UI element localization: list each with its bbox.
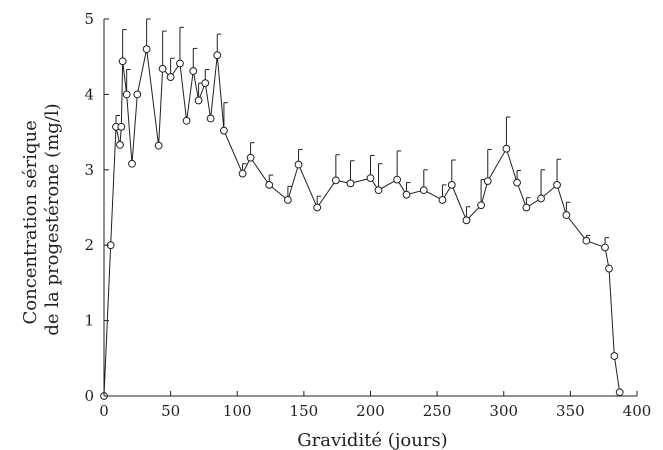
data-point — [610, 352, 619, 360]
data-point — [206, 114, 215, 123]
axes: 0 50 100 150 200 250 300 350 400 0 1 2 3 4 5 — [84, 10, 651, 420]
y-tick-label: 3 — [84, 161, 94, 179]
x-tick-label: 150 — [290, 402, 319, 420]
data-point — [294, 160, 303, 169]
data-point — [118, 57, 127, 66]
y-tick-label: 5 — [84, 10, 94, 28]
data-point — [601, 243, 609, 252]
data-point — [154, 141, 163, 150]
error-bar — [179, 26, 184, 64]
error-bar — [540, 169, 546, 199]
data-point — [116, 141, 124, 149]
data-point — [133, 90, 142, 99]
data-point — [462, 216, 471, 225]
data-point — [477, 201, 485, 210]
error-bar — [122, 29, 127, 62]
data-point — [562, 211, 571, 219]
error-bar — [556, 158, 562, 185]
data-point — [158, 64, 167, 73]
data-point — [447, 180, 456, 189]
data-point — [393, 175, 402, 184]
x-tick-label: 300 — [489, 402, 518, 420]
error-bar — [487, 148, 492, 182]
error-bar — [377, 163, 383, 191]
data-point — [128, 159, 136, 168]
data-point — [182, 116, 191, 125]
error-bar — [505, 116, 511, 149]
x-tick-label: 0 — [99, 402, 109, 420]
y-tick-label: 4 — [84, 85, 94, 103]
x-tick-label: 50 — [161, 402, 180, 420]
data-point — [582, 236, 591, 245]
x-tick-label: 350 — [556, 402, 585, 420]
x-axis-ticks: 0 50 100 150 200 250 300 350 400 — [99, 391, 651, 420]
data-point — [513, 178, 521, 187]
series-line — [103, 49, 621, 397]
x-tick-label: 200 — [356, 402, 385, 420]
data-point — [438, 196, 447, 204]
data-point — [483, 177, 492, 186]
error-bar — [162, 30, 167, 69]
error-bar — [223, 102, 228, 131]
data-point — [615, 388, 624, 397]
x-tick-label: 100 — [223, 402, 252, 420]
data-point — [122, 90, 131, 99]
data-point — [201, 79, 210, 87]
data-point — [313, 203, 322, 212]
data-point — [220, 126, 228, 135]
y-axis-ticks: 0 1 2 3 4 5 — [84, 10, 109, 405]
data-point — [374, 186, 383, 195]
data-point — [265, 180, 274, 189]
x-axis-label: Gravidité (jours) — [297, 430, 447, 450]
y-axis-label-line-2: de la progestérone (mg/l) — [42, 103, 63, 335]
x-tick-label: 400 — [623, 402, 652, 420]
error-bar — [126, 69, 131, 95]
data-point — [117, 122, 126, 131]
data-point — [346, 179, 355, 188]
data-point — [189, 67, 198, 75]
error-bar — [335, 154, 340, 181]
data-point — [419, 186, 428, 195]
error-bar — [451, 159, 456, 185]
x-tick-label: 250 — [423, 402, 452, 420]
data-point — [142, 45, 151, 54]
y-tick-label: 2 — [84, 236, 94, 254]
data-point — [283, 196, 292, 204]
error-bar — [396, 150, 402, 180]
data-point — [213, 51, 222, 60]
data-point — [331, 176, 340, 185]
data-point — [176, 59, 184, 68]
data-point — [502, 144, 511, 153]
data-point — [402, 190, 411, 199]
y-axis-label: Concentration sérique de la progestérone… — [20, 103, 63, 335]
data-point — [605, 264, 613, 273]
plot-area — [100, 18, 624, 400]
data-point — [553, 180, 561, 189]
data-point — [166, 73, 175, 81]
data-point — [238, 169, 247, 178]
error-bar — [146, 18, 151, 50]
data-point — [366, 174, 375, 182]
data-point — [194, 96, 203, 105]
y-axis-label-line-1: Concentration sérique — [20, 120, 41, 324]
y-tick-label: 1 — [84, 312, 94, 330]
data-point — [522, 203, 531, 212]
data-point — [246, 153, 255, 162]
data-point — [537, 194, 545, 203]
y-tick-label: 0 — [84, 387, 94, 405]
